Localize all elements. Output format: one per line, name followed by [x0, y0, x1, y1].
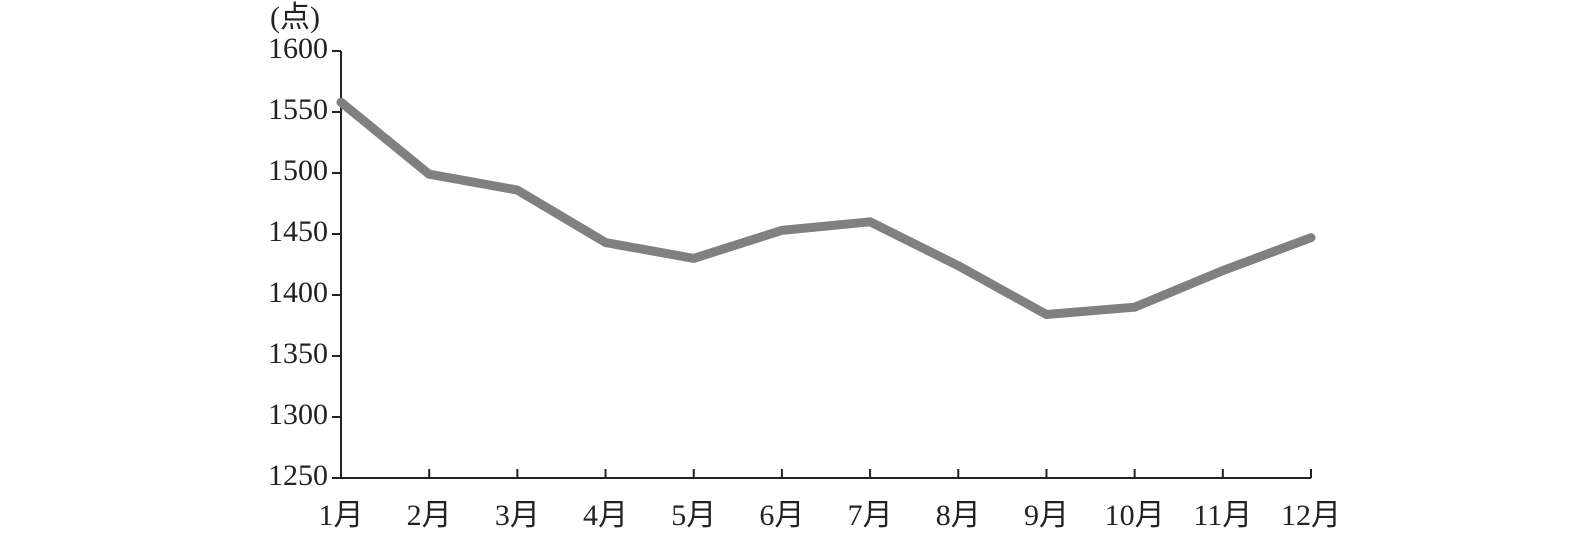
x-tick-label: 5月: [671, 499, 716, 532]
x-tick-label: 4月: [583, 499, 628, 532]
y-tick-label: 1300: [268, 398, 328, 431]
x-tick-label: 2月: [407, 499, 452, 532]
x-tick-label: 3月: [495, 499, 540, 532]
y-tick-label: 1400: [268, 276, 328, 309]
x-tick-label: 1月: [319, 499, 364, 532]
x-tick-label: 12月: [1281, 499, 1341, 532]
y-tick-label: 1450: [268, 215, 328, 248]
y-tick-label: 1500: [268, 154, 328, 187]
x-tick-label: 7月: [848, 499, 893, 532]
x-tick-label: 10月: [1105, 499, 1165, 532]
y-tick-label: 1600: [268, 32, 328, 65]
y-axis-label: (点): [270, 1, 320, 34]
y-tick-label: 1550: [268, 93, 328, 126]
line-series: [336, 97, 1316, 320]
x-tick-label: 11月: [1193, 499, 1252, 532]
x-tick-label: 8月: [936, 499, 981, 532]
y-tick-label: 1250: [268, 459, 328, 492]
x-tick-label: 6月: [759, 499, 804, 532]
y-tick-label: 1350: [268, 337, 328, 370]
x-tick-label: 9月: [1024, 499, 1069, 532]
